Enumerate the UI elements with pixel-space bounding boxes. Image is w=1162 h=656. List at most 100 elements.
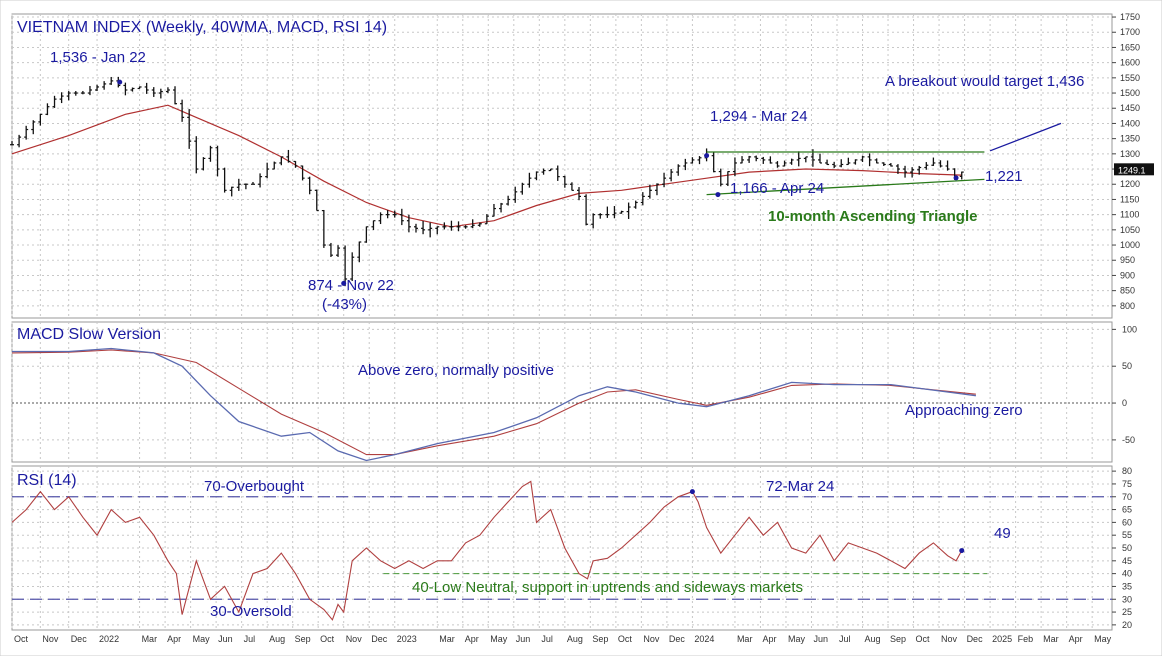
price-tick-label-18: 1700	[1120, 27, 1140, 37]
macd-y-axis: -50 0 50 100	[1112, 324, 1137, 445]
x-label-35: Dec	[967, 634, 984, 644]
price-tick-label-4: 1000	[1120, 240, 1140, 250]
rsi-path	[11, 480, 963, 621]
price-tick-label-0: 800	[1120, 301, 1135, 311]
price-tick-label-3: 950	[1120, 255, 1135, 265]
rsi-72-dot	[689, 489, 695, 495]
ann-1536-jan22: 1,536 - Jan 22	[50, 49, 146, 66]
x-label-18: Jun	[516, 634, 531, 644]
price-tick-label-16: 1600	[1120, 58, 1140, 68]
grid-lines	[11, 14, 1112, 630]
x-label-38: Mar	[1043, 634, 1059, 644]
x-label-7: Jun	[218, 634, 233, 644]
ann-72-mar24: 72-Mar 24	[766, 478, 834, 495]
price-tick-label-11: 1350	[1120, 134, 1140, 144]
x-label-0: Oct	[14, 634, 29, 644]
high-jan22-dot	[117, 79, 123, 85]
breakout-target-line	[989, 122, 1062, 152]
triangle-lines	[706, 122, 1062, 196]
x-label-33: Oct	[916, 634, 931, 644]
x-label-29: Jun	[813, 634, 828, 644]
rsi-panel: RSI (14) 70-Overbought 30-Oversold 72-Mar …	[11, 466, 1132, 630]
x-label-15: Mar	[439, 634, 455, 644]
macd-signal-path	[11, 349, 976, 456]
last-price-box	[1114, 163, 1154, 176]
macd-panel: MACD Slow Version Above zero, normally p…	[11, 324, 1137, 462]
macd-lines	[11, 347, 976, 462]
rsi-tick-label-0: 20	[1122, 620, 1132, 630]
low-apr24-dot	[715, 192, 721, 198]
x-label-20: Aug	[567, 634, 583, 644]
x-label-12: Nov	[346, 634, 363, 644]
x-label-34: Nov	[941, 634, 958, 644]
price-tick-label-10: 1300	[1120, 149, 1140, 159]
rsi-y-axis: 20 25 30 35 40 45 50 55 60 65 70 75 80	[1112, 466, 1132, 630]
price-panel-title: VIETNAM INDEX (Weekly, 40WMA, MACD, RSI …	[17, 19, 387, 36]
x-label-4: Mar	[142, 634, 158, 644]
macd-tick-label-1: 0	[1122, 398, 1127, 408]
x-label-31: Aug	[865, 634, 881, 644]
x-label-6: May	[193, 634, 211, 644]
x-label-32: Sep	[890, 634, 906, 644]
x-label-2: Dec	[71, 634, 88, 644]
ann-1221: 1,221	[985, 168, 1023, 185]
x-label-3: 2022	[99, 634, 119, 644]
ann-above-zero: Above zero, normally positive	[358, 362, 554, 379]
x-label-14: 2023	[397, 634, 417, 644]
x-label-28: May	[788, 634, 806, 644]
rsi-annotations: 70-Overbought 30-Oversold 72-Mar 24 49 40-Lo…	[204, 478, 1011, 620]
rsi-line	[11, 480, 963, 621]
x-label-27: Apr	[762, 634, 776, 644]
rsi-tick-label-8: 60	[1122, 517, 1132, 527]
macd-tick-label-2: 50	[1122, 361, 1132, 371]
x-label-8: Jul	[244, 634, 256, 644]
x-label-23: Nov	[643, 634, 660, 644]
x-label-13: Dec	[371, 634, 388, 644]
price-tick-label-6: 1100	[1120, 210, 1139, 220]
ann-approaching-zero: Approaching zero	[905, 402, 1023, 419]
macd-line-path	[12, 347, 976, 462]
price-annotations: 1,536 - Jan 22 874 - Nov 22 (-43%) 1,294 - …	[50, 49, 1084, 313]
x-label-30: Jul	[839, 634, 851, 644]
rsi-tick-label-2: 30	[1122, 594, 1132, 604]
x-axis: Oct Nov Dec 2022 Mar Apr May Jun Jul Aug Sep Oct Nov…	[14, 634, 1112, 644]
ann-minus43: (-43%)	[322, 296, 367, 313]
rsi-tick-label-7: 55	[1122, 530, 1132, 540]
x-label-19: Jul	[541, 634, 553, 644]
price-bars	[10, 76, 964, 287]
x-label-36: 2025	[992, 634, 1012, 644]
x-label-10: Sep	[295, 634, 311, 644]
price-tick-label-5: 1050	[1120, 225, 1140, 235]
last-price-label: 1249.1	[1118, 165, 1146, 175]
x-label-11: Oct	[320, 634, 335, 644]
price-y-axis: 8008509009501000105011001150120012501300…	[1112, 12, 1154, 311]
price-tick-label-17: 1650	[1120, 42, 1140, 52]
ann-ascending-triangle: 10-month Ascending Triangle	[768, 208, 977, 225]
price-tick-label-1: 850	[1120, 286, 1135, 296]
ann-breakout-target: A breakout would target 1,436	[885, 73, 1084, 90]
price-tick-label-7: 1150	[1120, 194, 1139, 204]
rsi-tick-label-6: 50	[1122, 543, 1132, 553]
ann-49: 49	[994, 525, 1011, 542]
price-tick-label-2: 900	[1120, 270, 1135, 280]
macd-annotations: Above zero, normally positive Approaching…	[358, 362, 1023, 419]
x-label-16: Apr	[465, 634, 479, 644]
rsi-tick-label-11: 75	[1122, 479, 1132, 489]
ann-40-low-neutral: 40-Low Neutral, support in uptrends and …	[412, 579, 803, 596]
macd-tick-label-3: 100	[1122, 324, 1137, 334]
price-panel: VIETNAM INDEX (Weekly, 40WMA, MACD, RSI …	[10, 12, 1154, 313]
price-tick-label-19: 1750	[1120, 12, 1140, 22]
x-label-5: Apr	[167, 634, 181, 644]
ann-30-oversold: 30-Oversold	[210, 603, 292, 620]
x-label-39: Apr	[1069, 634, 1083, 644]
rsi-tick-label-4: 40	[1122, 569, 1132, 579]
macd-tick-label-0: -50	[1122, 435, 1135, 445]
x-label-24: Dec	[669, 634, 686, 644]
high-mar24-dot	[704, 153, 710, 159]
x-label-9: Aug	[269, 634, 285, 644]
ann-1294-mar24: 1,294 - Mar 24	[710, 108, 808, 125]
low-nov22-dot	[341, 280, 347, 286]
x-label-21: Sep	[592, 634, 608, 644]
